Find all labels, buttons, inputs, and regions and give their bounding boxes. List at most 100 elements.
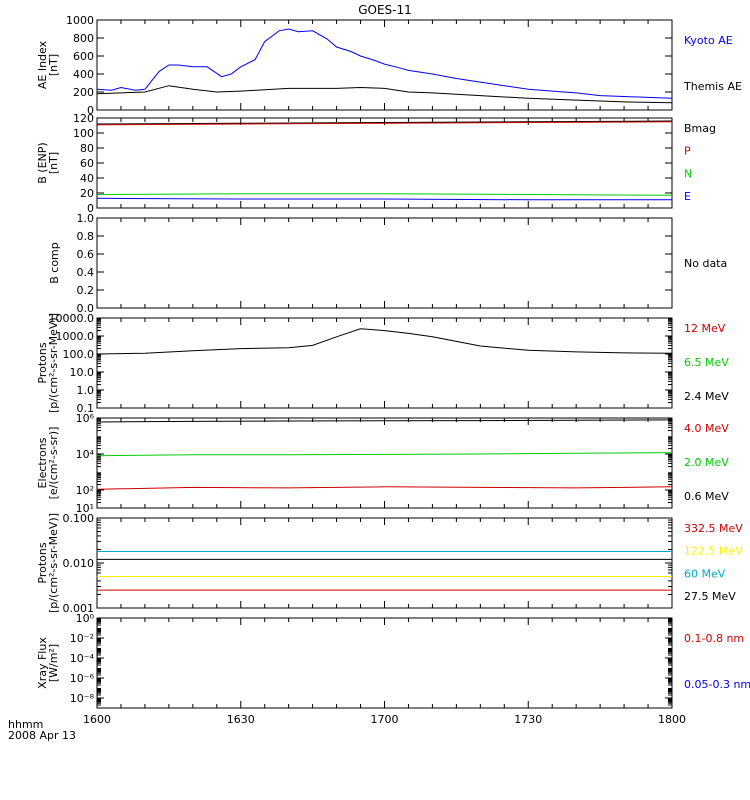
legend-ae-0: Kyoto AE xyxy=(684,34,733,47)
panel-frame xyxy=(96,19,673,111)
y-axis-label: B comp xyxy=(48,242,61,284)
legend-bfield-2: N xyxy=(684,167,692,180)
y-axis-label: Protons xyxy=(36,342,49,383)
y-tick-label: 0.100 xyxy=(63,512,95,525)
y-tick-label: 120 xyxy=(73,112,94,125)
y-tick-label: 0.2 xyxy=(77,284,95,297)
panel-ae: 0 200 400 600 800 1000 AE Index[nT] Kyoto AE The… xyxy=(36,14,742,117)
y-tick-label: 20 xyxy=(80,187,94,200)
y-tick-label: 10⁻² xyxy=(70,632,94,645)
series-line xyxy=(96,85,673,104)
panel-electrons: 10¹ 10² 10⁴ 10⁶ Electrons[e/(cm²-s-sr)] 4.0 M… xyxy=(36,412,729,515)
y-tick-label: 0 xyxy=(87,202,94,215)
y-tick-label: 200 xyxy=(73,86,94,99)
y-tick-label: 400 xyxy=(73,68,94,81)
y-tick-label: 800 xyxy=(73,32,94,45)
y-tick-label: 0 xyxy=(87,104,94,117)
series-line xyxy=(96,121,673,126)
series-line xyxy=(96,419,673,423)
panel-frame xyxy=(96,517,673,609)
series-line xyxy=(96,193,673,196)
y-tick-label: 10⁴ xyxy=(76,448,95,461)
y-tick-label: 1000.0 xyxy=(56,330,95,343)
x-tick-label: 1630 xyxy=(227,713,255,726)
series-line xyxy=(96,28,673,99)
y-axis-label: B (ENP) xyxy=(36,142,49,183)
y-tick-label: 600 xyxy=(73,50,94,63)
panel-frame xyxy=(96,617,673,709)
y-axis-label: [W/m²] xyxy=(47,644,60,682)
y-tick-label: 0.010 xyxy=(63,557,95,570)
y-axis-label: [p/(cm²-s-sr-MeV)] xyxy=(47,513,60,613)
legend-hiprotons-2: 60 MeV xyxy=(684,567,726,580)
y-tick-label: 10¹ xyxy=(76,502,94,515)
series-line xyxy=(96,197,672,201)
legend-ae-1: Themis AE xyxy=(683,80,742,93)
legend-protons-2: 2.4 MeV xyxy=(684,390,729,403)
y-axis-label: [e/(cm²-s-sr)] xyxy=(47,427,60,500)
y-tick-label: 10⁻⁴ xyxy=(70,652,95,665)
y-tick-label: 1.0 xyxy=(77,384,95,397)
legend-hiprotons-3: 27.5 MeV xyxy=(684,590,736,603)
panel-bcomp: 0.0 0.2 0.4 0.6 0.8 1.0 B comp No data xyxy=(48,212,727,315)
footer-date: 2008 Apr 13 xyxy=(8,729,76,742)
legend-xray-0: 0.1-0.8 nm xyxy=(684,632,744,645)
y-tick-label: 10.0 xyxy=(70,366,95,379)
y-tick-label: 0.0 xyxy=(77,302,95,315)
legend-bfield-3: E xyxy=(684,190,691,203)
y-tick-label: 10000.0 xyxy=(49,312,95,325)
y-axis-label: Protons xyxy=(36,542,49,583)
y-axis-label: [p/(cm²-s-sr-MeV)] xyxy=(47,313,60,413)
legend-electrons-2: 0.6 MeV xyxy=(684,490,729,503)
x-tick-label: 1700 xyxy=(371,713,399,726)
y-tick-label: 10² xyxy=(76,484,94,497)
y-tick-label: 0.4 xyxy=(77,266,95,279)
series-line xyxy=(96,120,673,125)
legend-xray-1: 0.05-0.3 nm xyxy=(684,678,750,691)
y-tick-label: 60 xyxy=(80,157,94,170)
no-data-label: No data xyxy=(684,257,727,270)
panel-frame xyxy=(96,417,673,509)
y-axis-label: Electrons xyxy=(36,437,49,488)
y-axis-label: [nT] xyxy=(47,54,60,76)
y-tick-label: 10⁻⁶ xyxy=(70,672,95,685)
y-tick-label: 10⁶ xyxy=(76,412,95,425)
legend-bfield-1: P xyxy=(684,145,691,158)
y-tick-label: 1.0 xyxy=(77,212,95,225)
legend-electrons-1: 2.0 MeV xyxy=(684,456,729,469)
legend-bfield-0: Bmag xyxy=(684,122,716,135)
y-tick-label: 80 xyxy=(80,142,94,155)
y-tick-label: 0.001 xyxy=(63,602,95,615)
legend-hiprotons-0: 332.5 MeV xyxy=(684,522,743,535)
y-axis-label: Xray Flux xyxy=(36,637,49,689)
series-line xyxy=(96,452,673,457)
panel-frame xyxy=(96,217,673,309)
y-tick-label: 10⁻⁸ xyxy=(70,692,95,705)
y-tick-label: 1000 xyxy=(66,14,94,27)
panel-xray: 10⁻⁸ 10⁻⁶ 10⁻⁴ 10⁻² 10⁰ Xray Flux[W/m²] 0.1-0.… xyxy=(36,612,750,709)
y-tick-label: 0.1 xyxy=(77,402,95,415)
y-tick-label: 40 xyxy=(80,172,94,185)
y-tick-label: 10⁰ xyxy=(76,612,95,625)
panel-bfield: 0 20 40 60 80 100 120 B (ENP)[nT] Bmag PNE xyxy=(36,112,716,215)
legend-protons-0: 12 MeV xyxy=(684,322,726,335)
y-tick-label: 100 xyxy=(73,127,94,140)
y-tick-label: 0.6 xyxy=(77,248,95,261)
series-line xyxy=(96,486,673,490)
legend-electrons-0: 4.0 MeV xyxy=(684,422,729,435)
x-tick-label: 1600 xyxy=(83,713,111,726)
panel-protons: 0.1 1.0 10.0 100.0 1000.0 10000.0 Protons[p/(c… xyxy=(36,312,729,415)
y-tick-label: 100.0 xyxy=(63,348,95,361)
panel-hiprotons: 0.001 0.010 0.100 Protons[p/(cm²-s-sr-MeV)]… xyxy=(36,512,743,615)
legend-hiprotons-1: 122.5 MeV xyxy=(684,545,743,558)
x-tick-label: 1730 xyxy=(514,713,542,726)
y-axis-label: AE Index xyxy=(36,40,49,89)
footer-label: hhmm xyxy=(8,718,43,731)
y-axis-label: [nT] xyxy=(47,152,60,174)
y-tick-label: 0.8 xyxy=(77,230,95,243)
panel-frame xyxy=(96,317,673,409)
x-tick-label: 1800 xyxy=(658,713,686,726)
chart-title: GOES-11 xyxy=(358,3,412,17)
series-line xyxy=(96,328,673,355)
